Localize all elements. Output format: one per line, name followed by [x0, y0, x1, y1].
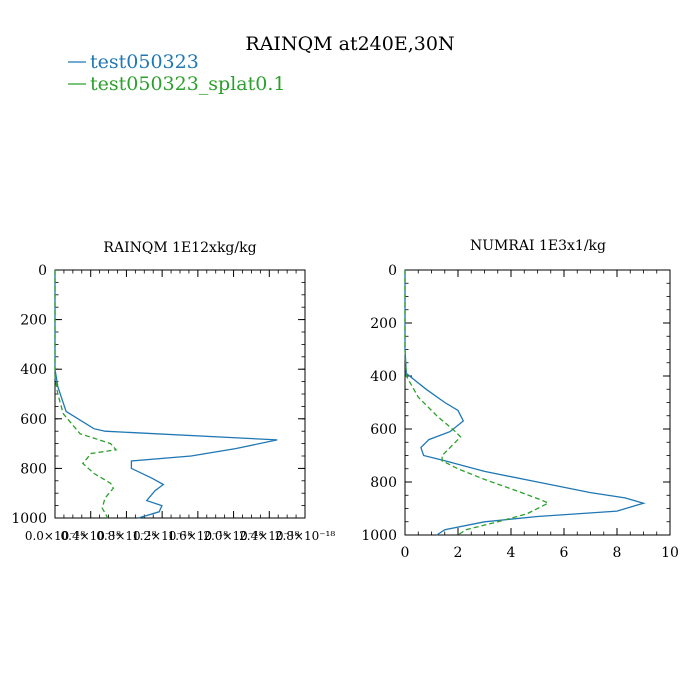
legend: test050323 test050323_splat0.1: [68, 51, 285, 95]
x-tick-label: 0.4×10⁻¹⁸: [61, 529, 122, 543]
x-tick-label: 6: [560, 545, 569, 561]
legend-label-0: test050323: [90, 51, 199, 73]
x-tick-labels-rainqm: 0.0×10⁻¹⁸0.4×10⁻¹⁸0.8×10⁻¹⁸1.2×10⁻¹⁸1.6×…: [25, 529, 336, 543]
y-tick-label: 800: [20, 461, 47, 477]
series-lines-numrai: [404, 270, 646, 536]
x-tick-label: 0.8×10⁻¹⁸: [96, 529, 157, 543]
series-lines-rainqm: [54, 270, 278, 519]
y-tick-label: 0: [38, 263, 47, 279]
y-tick-label: 600: [370, 422, 397, 438]
y-tick-label: 400: [20, 362, 47, 378]
x-tick-label: 8: [613, 545, 622, 561]
x-tick-label: 1.2×10⁻¹⁸: [132, 529, 193, 543]
series-line-numrai-0: [404, 270, 646, 536]
x-tick-label: 2: [454, 545, 463, 561]
x-tick-labels-numrai: 0 2 4 6 8 10: [401, 545, 679, 561]
x-tick-label: 1.6×10⁻¹⁸: [168, 529, 229, 543]
x-tick-label: 2.8×10⁻¹⁸: [275, 529, 336, 543]
series-line-rainqm-0: [54, 270, 278, 519]
y-tick-label: 200: [370, 316, 397, 332]
y-tick-label: 0: [388, 263, 397, 279]
panel-title-numrai: NUMRAI 1E3x1/kg: [470, 238, 606, 254]
x-tick-label: 0.0×10⁻¹⁸: [25, 529, 86, 543]
x-tick-label: 10: [661, 545, 679, 561]
y-tick-label: 200: [20, 313, 47, 329]
y-tick-label: 1000: [11, 511, 47, 527]
y-tick-label: 800: [370, 475, 397, 491]
y-tick-labels-numrai: 0 200 400 600 800 1000: [361, 263, 397, 544]
chart-panel-rainqm: RAINQM 1E12xkg/kg 0 200 400 600 800 1000 0.0×…: [11, 240, 335, 543]
chart-panel-numrai: NUMRAI 1E3x1/kg 0 200 400 600 800 1000 0 2 4 6 8 1…: [361, 238, 679, 561]
series-line-rainqm-1: [54, 270, 118, 519]
y-tick-labels-rainqm: 0 200 400 600 800 1000: [11, 263, 47, 527]
y-tick-label: 400: [370, 369, 397, 385]
x-tick-label: 2.0×10⁻¹⁸: [203, 529, 264, 543]
x-tick-label: 2.4×10⁻¹⁸: [239, 529, 300, 543]
axis-ticks-numrai: [404, 269, 671, 536]
panel-title-rainqm: RAINQM 1E12xkg/kg: [103, 240, 256, 256]
y-tick-label: 600: [20, 412, 47, 428]
x-tick-label: 4: [507, 545, 516, 561]
figure-title: RAINQM at240E,30N: [245, 33, 454, 55]
y-tick-label: 1000: [361, 528, 397, 544]
series-line-numrai-1: [404, 270, 550, 536]
legend-label-1: test050323_splat0.1: [90, 73, 285, 95]
x-tick-label: 0: [401, 545, 410, 561]
